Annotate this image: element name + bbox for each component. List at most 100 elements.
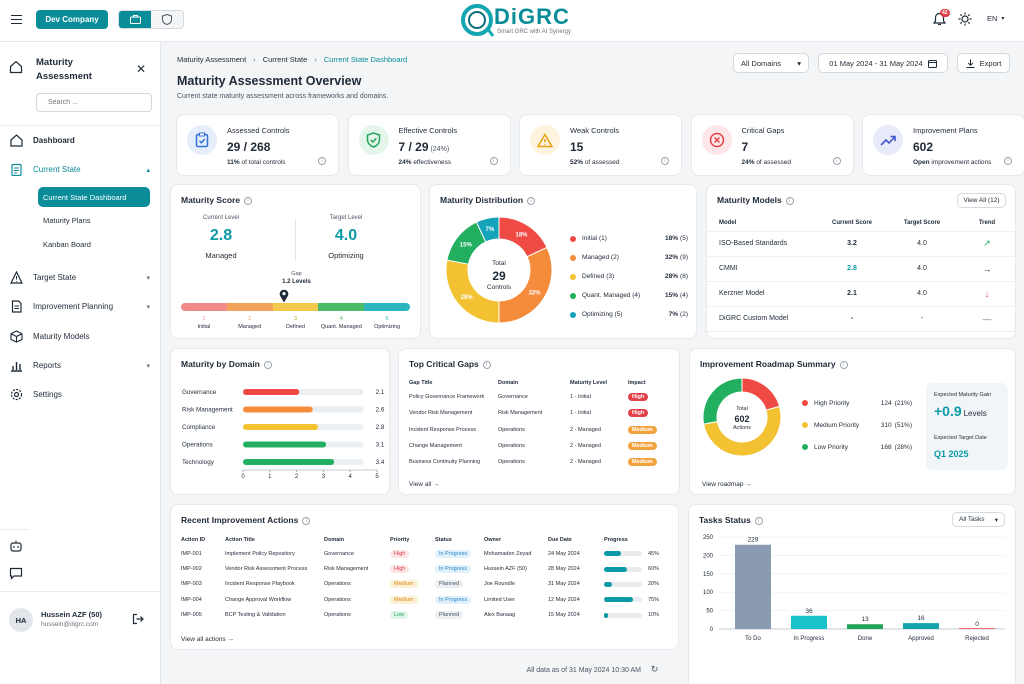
table-row[interactable]: ISO-Based Standards 3.2 4.0 ↗ xyxy=(707,231,1017,256)
kpi-card-improvement-plans: Improvement Plans 602 Open improvement act… xyxy=(862,114,1024,176)
table-row[interactable]: Policy Governance Framework Governance 1 -… xyxy=(399,389,681,405)
view-roadmap-link[interactable]: View roadmap → xyxy=(702,481,752,488)
sidebar-item-settings[interactable]: Settings xyxy=(10,388,150,401)
menu-icon[interactable] xyxy=(11,15,22,24)
info-icon[interactable]: i xyxy=(1004,157,1012,165)
task-bar[interactable] xyxy=(959,628,995,629)
refresh-icon[interactable]: ↻ xyxy=(650,664,659,674)
language-select[interactable]: EN ▾ xyxy=(987,14,1004,23)
avatar[interactable]: HA xyxy=(9,608,33,632)
action-domain: Operations xyxy=(324,581,351,588)
table-row[interactable]: Change Management Operations 2 - Managed Me… xyxy=(399,438,681,454)
sidebar-subitem-kanban-board[interactable]: Kanban Board xyxy=(43,239,91,249)
view-all-actions-link[interactable]: View all actions → xyxy=(181,636,234,643)
view-all-models-button[interactable]: View All (12) xyxy=(957,193,1006,208)
chevron-up-icon: ▴ xyxy=(146,166,150,174)
progress-cell: 75% xyxy=(604,592,680,607)
domain-bar[interactable] xyxy=(243,389,300,395)
date-range-picker[interactable]: 01 May 2024 - 31 May 2024 xyxy=(818,53,948,73)
card-title-text: Improvement Roadmap Summary xyxy=(700,359,836,369)
sidebar-item-current-state[interactable]: Current State ▴ xyxy=(10,163,150,176)
sidebar-item-maturity-models[interactable]: Maturity Models xyxy=(10,330,150,343)
domain-bar[interactable] xyxy=(243,441,327,448)
task-bar[interactable] xyxy=(735,544,771,629)
sidebar-item-target-state[interactable]: Target State ▾ xyxy=(10,271,150,284)
breadcrumb-item[interactable]: Current State xyxy=(262,55,308,64)
info-icon[interactable]: i xyxy=(839,360,848,369)
column-header: Domain xyxy=(498,379,519,386)
sidebar-item-improvement-planning[interactable]: Improvement Planning ▾ xyxy=(10,300,150,313)
info-icon[interactable]: i xyxy=(754,516,763,525)
bar-value-label: 229 xyxy=(748,537,759,544)
bot-icon[interactable] xyxy=(9,539,23,555)
gap-maturity-level: 1 - Initial xyxy=(570,394,591,401)
arrow-right-icon: → xyxy=(433,481,440,488)
briefcase-icon[interactable] xyxy=(119,11,151,28)
domain-bar[interactable] xyxy=(243,459,335,465)
info-icon[interactable]: i xyxy=(482,360,491,369)
recent-actions-card: Recent Improvement Actions i Action ID Ac… xyxy=(170,504,679,650)
table-row[interactable]: Business Continuity Planning Operations 2 … xyxy=(399,454,681,470)
sidebar-search-input[interactable] xyxy=(36,93,152,112)
domain-filter-select[interactable]: All Domains ▾ xyxy=(733,53,809,73)
close-icon[interactable]: ✕ xyxy=(136,62,147,76)
task-bar[interactable] xyxy=(791,615,827,629)
export-button[interactable]: Export xyxy=(957,53,1010,73)
table-row[interactable]: Vendor Risk Management Risk Management 1 -… xyxy=(399,405,681,421)
legend-count: (2) xyxy=(680,311,688,318)
chevron-down-icon: ▾ xyxy=(146,362,150,370)
task-bar[interactable] xyxy=(847,624,883,629)
tasks-filter-select[interactable]: All Tasks ▾ xyxy=(952,512,1005,527)
table-row[interactable]: IMP-005 BCP Testing & Validation Operation… xyxy=(171,608,680,623)
arrow-right-icon: → xyxy=(745,481,752,488)
table-row[interactable]: IMP-002 Vendor Risk Assessment Process Ris… xyxy=(171,561,680,576)
sidebar-subitem-maturity-plans[interactable]: Maturity Plans xyxy=(43,215,91,225)
info-icon[interactable]: i xyxy=(527,196,536,205)
company-button[interactable]: Dev Company xyxy=(36,10,108,29)
sidebar-subitem-current-state-dashboard[interactable]: Current State Dashboard xyxy=(38,187,150,207)
info-icon[interactable]: i xyxy=(318,157,326,165)
chat-icon[interactable] xyxy=(9,566,23,582)
donut-slice[interactable] xyxy=(475,216,500,243)
table-row[interactable]: Kerzner Model 2.1 4.0 ↓ xyxy=(707,281,1017,306)
info-icon[interactable]: i xyxy=(302,516,311,525)
card-title-text: Maturity by Domain xyxy=(181,359,260,369)
table-row[interactable]: IMP-003 Incident Response Playbook Operati… xyxy=(171,577,680,592)
theme-sun-icon[interactable] xyxy=(958,12,972,26)
bell-icon[interactable]: 42 xyxy=(932,9,950,26)
info-icon[interactable]: i xyxy=(489,157,498,165)
shield-icon[interactable] xyxy=(151,11,183,28)
info-icon[interactable]: i xyxy=(263,360,272,369)
sidebar-home-icon[interactable] xyxy=(9,60,23,76)
logout-icon[interactable] xyxy=(132,613,144,627)
sidebar-item-reports[interactable]: Reports ▾ xyxy=(10,359,150,372)
impact-badge: High xyxy=(628,409,649,418)
view-all-gaps-link[interactable]: View all → xyxy=(409,481,440,488)
info-icon[interactable]: i xyxy=(832,157,841,165)
task-bar[interactable] xyxy=(903,623,939,629)
info-icon[interactable]: i xyxy=(785,196,794,205)
breadcrumb-item[interactable]: Maturity Assessment xyxy=(177,55,247,64)
info-icon[interactable]: i xyxy=(661,157,669,165)
table-row[interactable]: IMP-004 Change Approval Workflow Operation… xyxy=(171,592,680,607)
table-row[interactable]: DiGRC Custom Model - - — xyxy=(707,306,1017,331)
legend-label: Low Priority xyxy=(814,443,848,451)
donut-slice[interactable] xyxy=(702,377,743,425)
table-row[interactable]: CMMI 2.8 4.0 → xyxy=(707,256,1017,281)
kpi-card-critical-gaps: Critical Gaps 7 24% of assessed i xyxy=(690,114,854,176)
table-row[interactable]: IMP-001 Implement Policy Repository Govern… xyxy=(171,546,680,561)
info-icon[interactable]: i xyxy=(244,196,253,205)
main-content: Maturity Assessment › Current State › Curr… xyxy=(161,42,1024,684)
domain-bar[interactable] xyxy=(243,406,313,413)
sidebar-item-dashboard[interactable]: Dashboard xyxy=(10,134,150,147)
legend-dot xyxy=(802,400,808,406)
legend-percent: 7% xyxy=(668,311,679,318)
donut-total-value: 602 xyxy=(734,414,750,424)
kpi-note-strong: Open xyxy=(913,159,930,166)
donut-slice[interactable] xyxy=(703,405,782,457)
mode-toggle[interactable] xyxy=(118,10,184,29)
legend-item: Initial (1) 18% (5) xyxy=(570,229,688,248)
table-row[interactable]: Incident Response Process Operations 2 - M… xyxy=(399,422,681,438)
column-header: Impact xyxy=(628,379,646,386)
domain-bar[interactable] xyxy=(243,424,319,430)
